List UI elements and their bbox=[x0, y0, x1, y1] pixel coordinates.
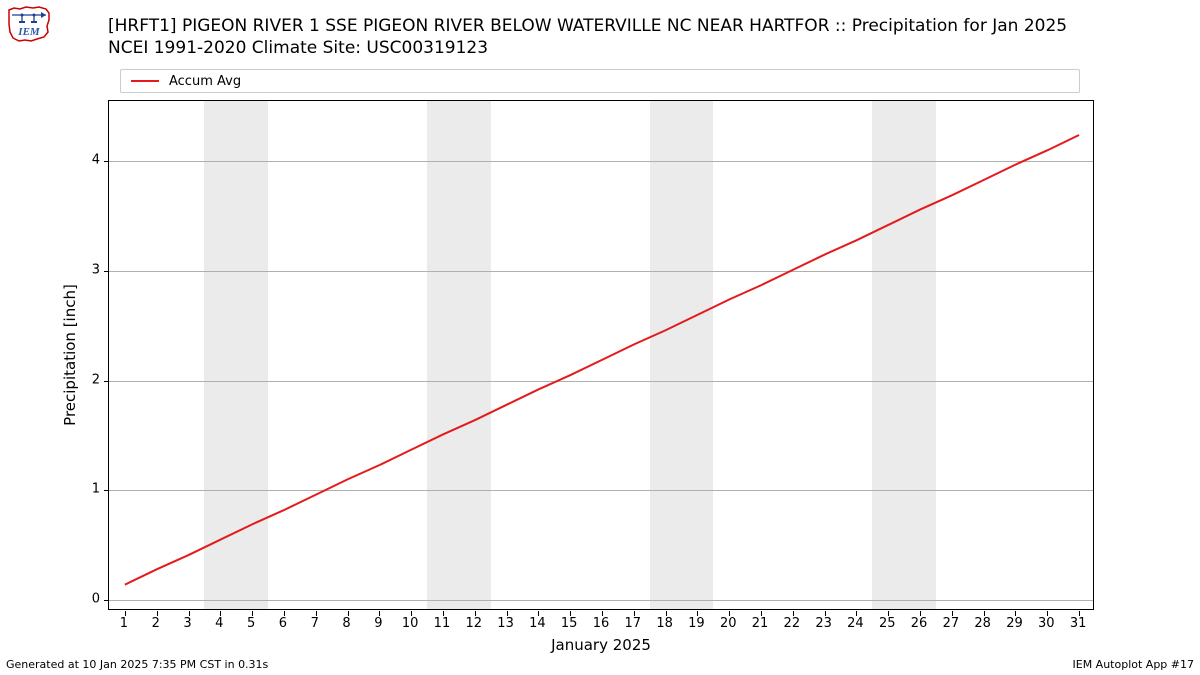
chart-title-line2: NCEI 1991-2020 Climate Site: USC00319123 bbox=[108, 38, 488, 58]
chart-legend: Accum Avg bbox=[120, 69, 1080, 93]
x-tick-label: 2 bbox=[152, 616, 160, 631]
x-tick-label: 23 bbox=[815, 616, 832, 631]
x-tick-label: 21 bbox=[752, 616, 769, 631]
x-tick-label: 30 bbox=[1038, 616, 1055, 631]
y-tick-label: 4 bbox=[92, 153, 100, 168]
x-tick-labels: 1234567891011121314151617181920212223242… bbox=[108, 610, 1094, 636]
x-tick-label: 17 bbox=[625, 616, 642, 631]
x-tick-label: 12 bbox=[465, 616, 482, 631]
x-tick-label: 18 bbox=[656, 616, 673, 631]
x-tick-label: 3 bbox=[183, 616, 191, 631]
x-tick-label: 1 bbox=[120, 616, 128, 631]
legend-swatch bbox=[131, 80, 159, 82]
x-tick-label: 8 bbox=[342, 616, 350, 631]
y-tick-label: 3 bbox=[92, 263, 100, 278]
y-tick-label: 0 bbox=[92, 592, 100, 607]
series-line bbox=[125, 135, 1079, 585]
y-tick-label: 2 bbox=[92, 372, 100, 387]
x-tick-label: 10 bbox=[402, 616, 419, 631]
x-tick-label: 7 bbox=[311, 616, 319, 631]
x-tick-label: 25 bbox=[879, 616, 896, 631]
legend-label: Accum Avg bbox=[169, 74, 241, 89]
x-tick-label: 14 bbox=[529, 616, 546, 631]
chart-title-line1: [HRFT1] PIGEON RIVER 1 SSE PIGEON RIVER … bbox=[108, 16, 1067, 36]
x-tick-label: 4 bbox=[215, 616, 223, 631]
x-axis-label: January 2025 bbox=[551, 636, 651, 654]
svg-text:IEM: IEM bbox=[17, 26, 41, 38]
x-tick-label: 22 bbox=[784, 616, 801, 631]
x-tick-label: 16 bbox=[593, 616, 610, 631]
x-tick-label: 9 bbox=[374, 616, 382, 631]
x-tick-label: 27 bbox=[943, 616, 960, 631]
x-tick-label: 5 bbox=[247, 616, 255, 631]
x-tick-label: 11 bbox=[434, 616, 451, 631]
x-tick-label: 15 bbox=[561, 616, 578, 631]
x-tick-label: 20 bbox=[720, 616, 737, 631]
x-tick-label: 19 bbox=[688, 616, 705, 631]
footer-left: Generated at 10 Jan 2025 7:35 PM CST in … bbox=[6, 658, 268, 671]
chart-series-layer bbox=[109, 101, 1095, 611]
y-tick-label: 1 bbox=[92, 482, 100, 497]
footer-right: IEM Autoplot App #17 bbox=[1073, 658, 1195, 671]
x-tick-label: 6 bbox=[279, 616, 287, 631]
x-tick-label: 26 bbox=[911, 616, 928, 631]
x-tick-label: 31 bbox=[1070, 616, 1087, 631]
x-tick-label: 24 bbox=[847, 616, 864, 631]
y-tick-labels: 0 1 2 3 4 bbox=[0, 100, 108, 610]
x-tick-label: 29 bbox=[1006, 616, 1023, 631]
x-tick-label: 28 bbox=[974, 616, 991, 631]
iem-logo: IEM bbox=[6, 4, 52, 44]
x-tick-label: 13 bbox=[497, 616, 514, 631]
plot-area bbox=[108, 100, 1094, 610]
